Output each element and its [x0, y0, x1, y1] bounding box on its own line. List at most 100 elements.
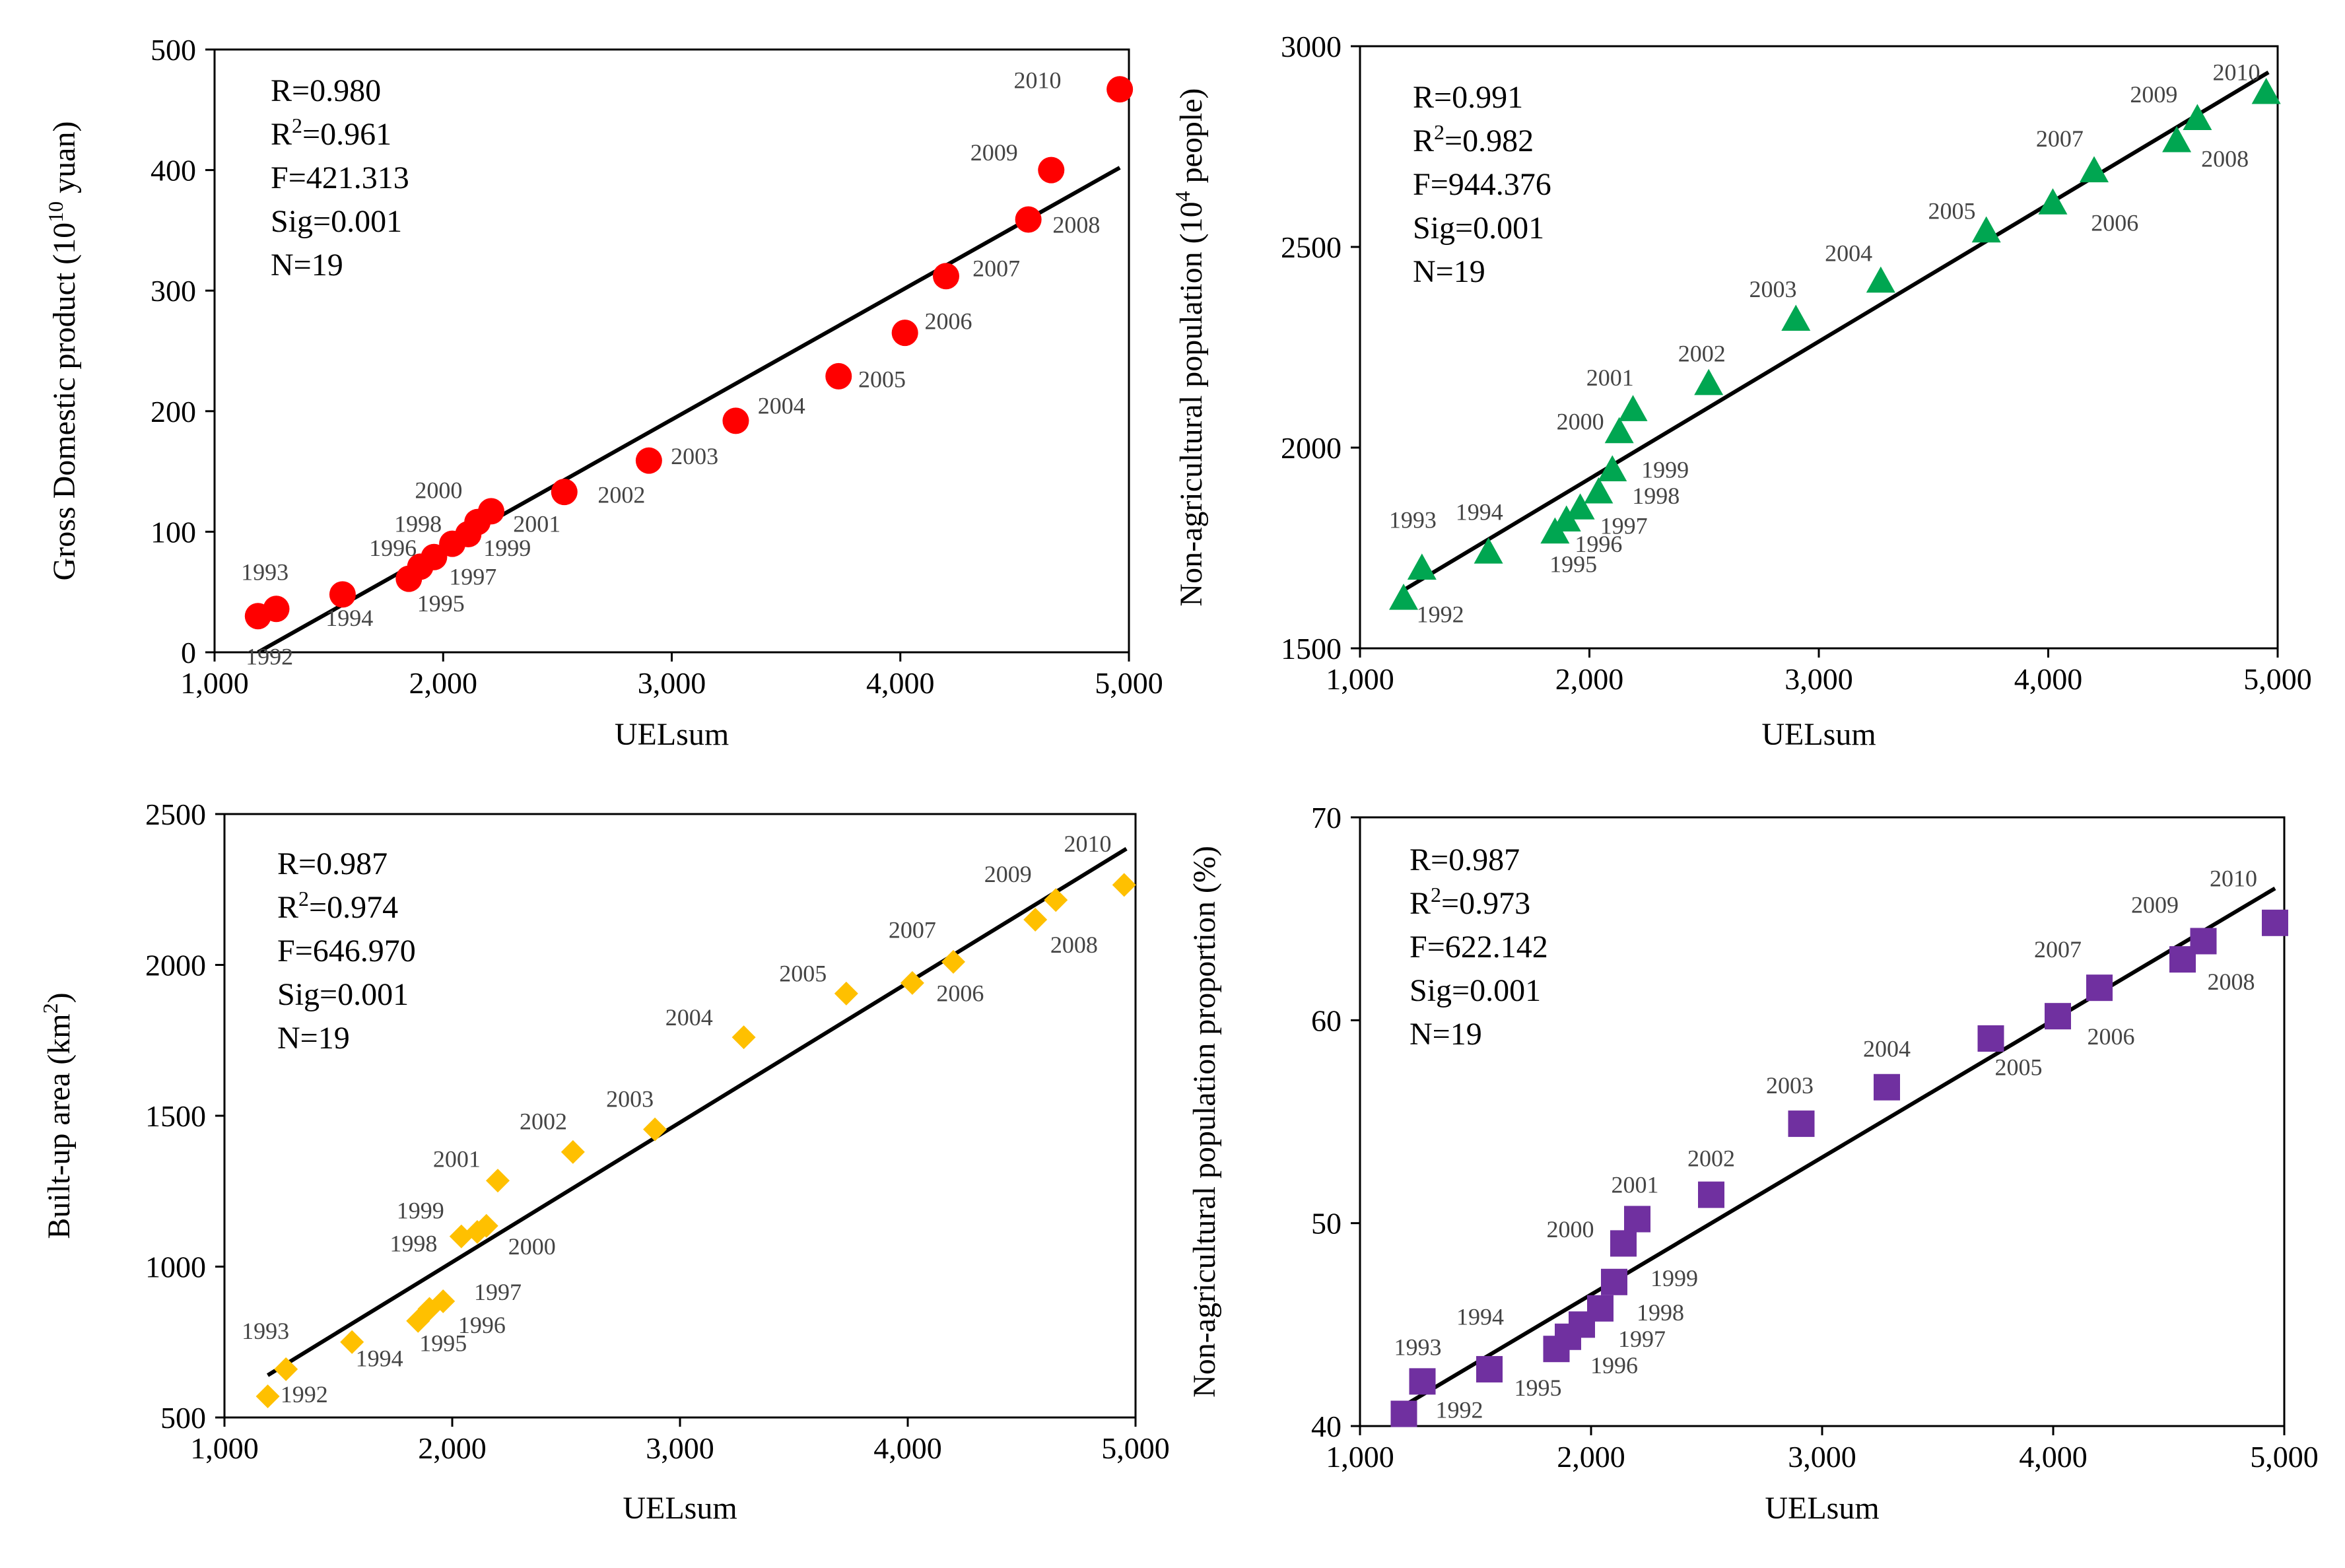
year-label-2000: 2000 [1547, 1216, 1594, 1243]
data-point-2010 [1106, 76, 1134, 103]
year-label-2010: 2010 [2210, 865, 2257, 891]
year-label-2000: 2000 [1557, 409, 1604, 435]
data-point-2005 [825, 362, 852, 390]
year-label-2001: 2001 [513, 510, 561, 537]
year-label-1997: 1997 [1600, 513, 1648, 539]
data-point-2000 [1604, 417, 1634, 444]
x-axis-title: UELsum [1765, 1491, 1879, 1526]
chart-panel-gdp: 1,000 2,000 3,000 4,000 5,000 0 100 200 300 400 50… [44, 33, 1163, 752]
y-tick-label: 3000 [1281, 30, 1342, 63]
data-point-2007 [900, 971, 924, 995]
year-label-2007: 2007 [2034, 936, 2082, 963]
regression-line [257, 166, 1121, 654]
data-point-2010 [2262, 909, 2288, 936]
year-label-2000: 2000 [415, 477, 462, 503]
year-label-1996: 1996 [1575, 531, 1622, 557]
data-point-2009 [1038, 156, 1065, 184]
stat-line: Sig=0.001 [1410, 973, 1541, 1008]
x-tick-label: 2,000 [1557, 1440, 1625, 1474]
x-tick-label: 4,000 [873, 1431, 942, 1465]
data-point-2003 [1781, 304, 1811, 331]
data-point-2000 [1610, 1230, 1637, 1257]
stats-block: R=0.987 R2=0.973 F=622.142 Sig=0.001 N=19 [1410, 842, 1548, 1052]
year-label-1992: 1992 [1436, 1397, 1483, 1423]
year-label-2010: 2010 [1014, 67, 1062, 93]
x-tick-label: 3,000 [638, 666, 706, 700]
data-point-1994 [1474, 537, 1503, 564]
data-point-2006 [891, 320, 918, 347]
year-label-2004: 2004 [665, 1004, 713, 1031]
year-label-1995: 1995 [1549, 551, 1597, 577]
y-tick-label: 50 [1311, 1207, 1342, 1241]
regression-line [1402, 70, 2270, 592]
data-point-1993 [274, 1357, 298, 1381]
stat-line: F=622.142 [1410, 930, 1548, 965]
data-points [1389, 77, 2281, 610]
year-label-1999: 1999 [1641, 457, 1689, 483]
stat-line: N=19 [271, 248, 343, 283]
year-label-2009: 2009 [970, 139, 1018, 166]
data-point-2006 [2045, 1003, 2071, 1030]
x-tick-label: 2,000 [1555, 662, 1624, 696]
y-tick-label: 1000 [145, 1250, 206, 1284]
year-label-2003: 2003 [1750, 276, 1797, 302]
data-point-2009 [2190, 928, 2217, 955]
data-point-2003 [1788, 1110, 1815, 1138]
data-point-2009 [2183, 104, 2212, 131]
stat-line: Sig=0.001 [271, 204, 402, 239]
data-point-2008 [1023, 907, 1048, 932]
x-tick-label: 1,000 [180, 666, 249, 700]
chart-panel-builtup: 1,000 2,000 3,000 4,000 5,000 500 1000 1500 2000… [38, 798, 1170, 1526]
data-point-2002 [551, 479, 578, 506]
year-label-1997: 1997 [1618, 1326, 1666, 1352]
year-label-1999: 1999 [1650, 1265, 1698, 1291]
chart-panel-proportion: 1,000 2,000 3,000 4,000 5,000 40 50 60 70 UELsum N… [1187, 801, 2319, 1526]
year-label-1992: 1992 [281, 1381, 328, 1408]
year-label-2008: 2008 [2208, 969, 2255, 995]
year-label-2002: 2002 [1678, 340, 1726, 366]
year-label-1995: 1995 [1514, 1375, 1562, 1401]
year-label-2010: 2010 [2212, 59, 2260, 86]
x-tick-label: 1,000 [1326, 662, 1394, 696]
y-tick-label: 500 [160, 1401, 206, 1435]
stat-line: N=19 [277, 1021, 350, 1056]
regression-line [266, 846, 1128, 1377]
year-label-1997: 1997 [474, 1279, 522, 1305]
year-label-1993: 1993 [1389, 507, 1437, 533]
y-tick-label: 100 [151, 515, 196, 549]
year-label-2007: 2007 [972, 255, 1020, 281]
year-label-2007: 2007 [889, 916, 936, 943]
x-axis-title: UELsum [623, 1491, 737, 1526]
year-label-1994: 1994 [1456, 1303, 1504, 1330]
year-label-2008: 2008 [2201, 145, 2249, 172]
data-point-2005 [1977, 1025, 2004, 1052]
year-label-2004: 2004 [1863, 1036, 1911, 1062]
y-tick-label: 2500 [145, 798, 206, 831]
x-tick-label: 3,000 [1788, 1440, 1856, 1474]
year-label-2006: 2006 [2091, 210, 2138, 236]
year-label-2000: 2000 [508, 1233, 556, 1260]
data-point-2002 [1698, 1181, 1724, 1208]
data-point-2001 [1624, 1206, 1650, 1233]
year-label-2009: 2009 [2130, 81, 2177, 108]
x-tick-label: 1,000 [1326, 1440, 1394, 1474]
year-label-2008: 2008 [1052, 212, 1100, 238]
data-point-1993 [1407, 553, 1437, 580]
data-point-2002 [1694, 368, 1724, 395]
data-point-1999 [1598, 455, 1627, 482]
stat-line: R=0.987 [1410, 842, 1520, 877]
stats-block: R=0.980 R2=0.961 F=421.313 Sig=0.001 N=19 [271, 73, 409, 283]
data-point-2004 [731, 1025, 756, 1050]
data-points [255, 873, 1136, 1409]
year-label-2009: 2009 [984, 861, 1032, 887]
year-label-1996: 1996 [458, 1312, 506, 1338]
x-tick-label: 4,000 [866, 666, 935, 700]
x-tick-label: 3,000 [1784, 662, 1853, 696]
data-points [1390, 909, 2288, 1427]
year-label-1993: 1993 [1394, 1334, 1442, 1360]
data-point-2001 [477, 498, 504, 525]
y-tick-label: 300 [151, 274, 196, 308]
